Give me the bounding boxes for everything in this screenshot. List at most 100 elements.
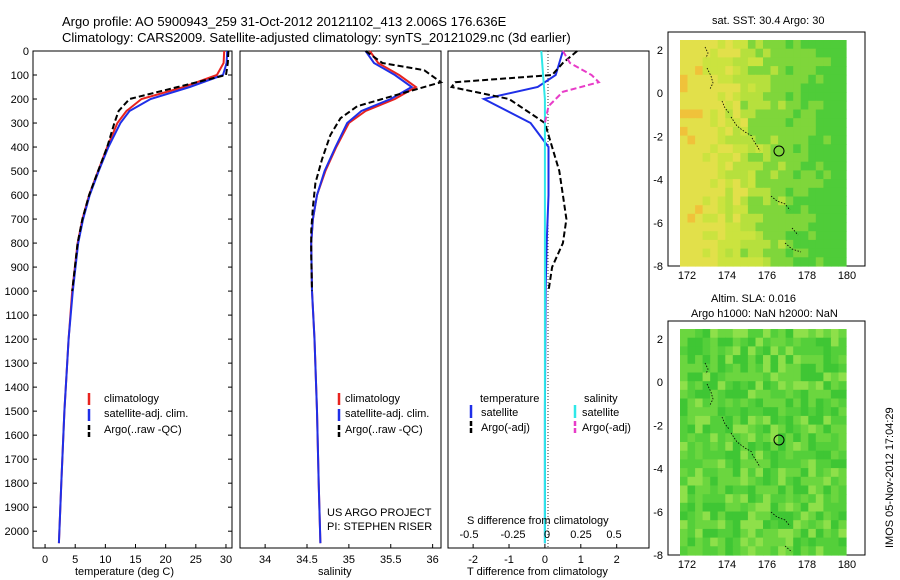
map-cell xyxy=(710,494,719,504)
map-cell xyxy=(793,257,802,267)
map-cell xyxy=(710,135,719,145)
map-cell xyxy=(732,48,741,58)
difference-panel: -2 -1 0 1 2 -0.5 -0.25 0 0.25 0.5 S differen… xyxy=(447,50,650,578)
map-cell xyxy=(785,485,794,495)
map-cell xyxy=(823,83,832,93)
map-cell xyxy=(793,329,802,339)
map-cell xyxy=(695,135,704,145)
map-cell xyxy=(778,239,787,250)
map-cell xyxy=(830,231,839,241)
credit-line1: US ARGO PROJECT xyxy=(327,507,432,519)
map-cell xyxy=(770,126,779,137)
map-cell xyxy=(747,109,756,119)
map-cell xyxy=(830,248,839,258)
map-cell xyxy=(732,363,741,374)
map-cell xyxy=(747,520,756,530)
map-cell xyxy=(695,74,704,85)
map-cell xyxy=(838,40,847,50)
legend-salinity-header: salinity xyxy=(584,393,618,405)
map-cell xyxy=(687,126,696,137)
map-cell xyxy=(770,100,779,111)
map-cell xyxy=(717,213,726,224)
map-cell xyxy=(755,83,764,93)
map-cell xyxy=(702,257,711,267)
map-cell xyxy=(740,537,749,547)
map-cell xyxy=(785,363,794,374)
map-cell xyxy=(710,196,719,206)
map-cell xyxy=(815,494,824,504)
map-cell xyxy=(785,57,794,67)
map-cell xyxy=(680,257,689,267)
map-cell xyxy=(785,40,794,50)
map-cell xyxy=(747,468,756,478)
map-x-tick-label: 180 xyxy=(838,270,856,282)
map-cell xyxy=(755,109,764,119)
map-cell xyxy=(680,213,689,224)
map-cell xyxy=(687,222,696,232)
map-cell xyxy=(763,450,772,460)
map-cell xyxy=(823,485,832,495)
map-cell xyxy=(717,135,726,145)
x-tick-label: 15 xyxy=(129,554,141,566)
map-cell xyxy=(815,407,824,417)
map-cell xyxy=(695,433,704,443)
map-cell xyxy=(800,196,809,206)
map-cell xyxy=(680,381,689,391)
map-cell xyxy=(815,363,824,374)
map-cell xyxy=(717,196,726,206)
map-cell xyxy=(725,92,734,102)
map-cell xyxy=(815,83,824,93)
map-cell xyxy=(800,135,809,145)
temperature-axes xyxy=(32,50,233,549)
map-cell xyxy=(770,528,779,539)
map-cell xyxy=(830,355,839,365)
map-cell xyxy=(838,66,847,76)
map-cell xyxy=(732,476,741,487)
map-cell xyxy=(785,468,794,478)
map-cell xyxy=(778,546,787,556)
map-cell xyxy=(717,442,726,452)
map-cell xyxy=(732,355,741,365)
map-cell xyxy=(717,433,726,443)
map-cell xyxy=(717,153,726,163)
map-cell xyxy=(778,424,787,434)
map-y-tick-label: 0 xyxy=(657,377,663,389)
map-cell xyxy=(808,126,817,137)
map-cell xyxy=(800,337,809,347)
map-cell xyxy=(830,92,839,102)
map-cell xyxy=(838,187,847,198)
map-cell xyxy=(702,144,711,154)
map-cell xyxy=(755,135,764,145)
depth-tick-label: 1600 xyxy=(5,430,29,442)
map-cell xyxy=(815,546,824,556)
map-cell xyxy=(778,476,787,487)
map-cell xyxy=(680,494,689,504)
map-cell xyxy=(793,511,802,521)
map-cell xyxy=(770,196,779,206)
map-cell xyxy=(815,346,824,356)
map-cell xyxy=(687,329,696,339)
map-cell xyxy=(830,329,839,339)
map-cell xyxy=(740,231,749,241)
map-cell xyxy=(793,83,802,93)
map-cell xyxy=(755,57,764,67)
map-cell xyxy=(778,187,787,198)
x-tick-label: 34.5 xyxy=(296,554,317,566)
map-cell xyxy=(732,239,741,250)
map-cell xyxy=(778,109,787,119)
map-cell xyxy=(785,92,794,102)
map-cell xyxy=(702,83,711,93)
map-cell xyxy=(785,153,794,163)
map-cell xyxy=(680,100,689,111)
map-cell xyxy=(793,468,802,478)
map-cell xyxy=(808,407,817,417)
map-cell xyxy=(740,239,749,250)
map-cell xyxy=(770,248,779,258)
map-cell xyxy=(815,248,824,258)
map-cell xyxy=(838,109,847,119)
map-cell xyxy=(717,257,726,267)
map-cell xyxy=(785,257,794,267)
map-cell xyxy=(747,153,756,163)
map-cell xyxy=(785,231,794,241)
